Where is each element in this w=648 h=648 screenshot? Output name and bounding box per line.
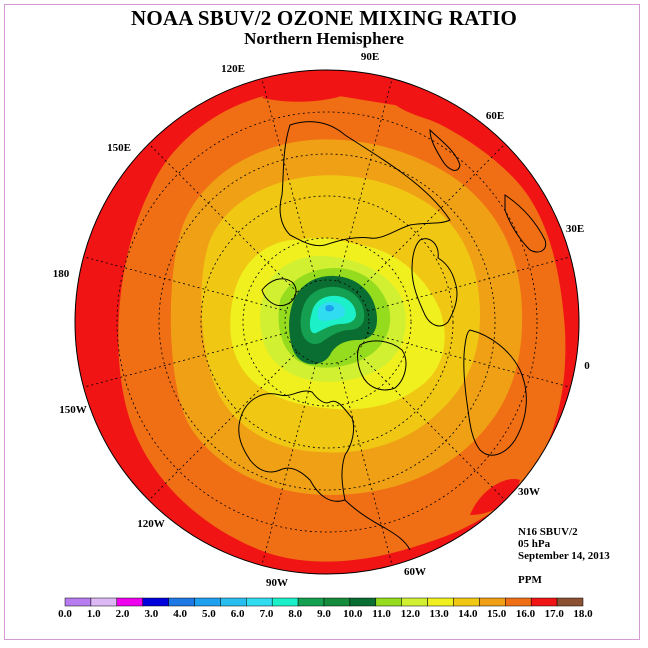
europe-coast — [411, 238, 458, 327]
colorbar-swatch — [323, 597, 351, 607]
central-america-coast — [344, 499, 411, 551]
figure-subtitle: Northern Hemisphere — [244, 29, 404, 48]
meridian-line — [261, 362, 317, 566]
greenland-coast — [357, 340, 407, 391]
latitude-50-circle — [158, 153, 496, 491]
meridian-line — [356, 143, 506, 293]
india-coast — [429, 128, 461, 171]
colorbar-tick-label: 8.0 — [288, 608, 303, 620]
meridian-line — [83, 332, 287, 388]
lon-label-0: 0 — [584, 360, 590, 372]
lon-label-180: 180 — [52, 268, 70, 280]
meridian-line — [367, 332, 571, 388]
colorbar-swatch — [168, 597, 195, 607]
figure-title: NOAA SBUV/2 OZONE MIXING RATIO — [131, 6, 517, 30]
north-america-coast — [238, 390, 355, 502]
meridian-line — [83, 256, 287, 312]
africa-coast — [463, 329, 527, 456]
colorbar-tick-label: 15.0 — [487, 608, 507, 620]
coastlines — [238, 121, 547, 551]
colorbar-swatch — [194, 597, 221, 607]
date-label: September 14, 2013 — [518, 550, 610, 562]
colorbar-tick-label: 18.0 — [573, 608, 593, 620]
graticule — [83, 78, 571, 566]
meridian-line — [367, 256, 571, 312]
lon-label-150w: 150W — [59, 404, 87, 416]
contour-top-patch — [262, 81, 355, 102]
lon-label-90e: 90E — [360, 51, 380, 63]
colorbar-tick-label: 0.0 — [58, 608, 72, 620]
colorbar-swatch — [271, 597, 299, 607]
colorbar-tick-label: 14.0 — [458, 608, 478, 620]
latitude-40-circle — [116, 111, 538, 533]
colorbar-swatch — [64, 597, 92, 607]
colorbar-tick-label: 6.0 — [230, 608, 245, 620]
lon-label-30w: 30W — [518, 486, 540, 498]
contour-southeast-patch — [470, 479, 520, 515]
colorbar-swatch — [453, 597, 480, 607]
siberia-coast — [261, 278, 297, 307]
latitude-80-circle — [284, 279, 370, 365]
lon-label-90w: 90W — [266, 577, 288, 589]
colorbar-swatch — [401, 597, 428, 607]
contour-6-7 — [318, 301, 346, 321]
asia-coast — [279, 121, 451, 247]
latitude-70-circle — [242, 237, 412, 407]
lon-label-120e: 120E — [221, 63, 245, 75]
colorbar-tick-label: 2.0 — [115, 608, 130, 620]
latitude-60-circle — [200, 195, 454, 449]
lon-label-30e: 30E — [565, 223, 585, 235]
colorbar-swatch — [220, 597, 247, 607]
colorbar-swatch — [479, 597, 506, 607]
colorbar-swatch — [90, 597, 118, 607]
globe-boundary — [74, 69, 580, 575]
lon-label-120w: 120W — [137, 518, 165, 530]
lon-label-60w: 60W — [404, 566, 426, 578]
colorbar-tick-label: 7.0 — [259, 608, 274, 620]
colorbar-swatch — [530, 597, 558, 607]
colorbar-swatch — [116, 597, 143, 607]
colorbar-tick-label: 16.0 — [515, 608, 536, 620]
instrument-label: N16 SBUV/2 — [518, 526, 578, 538]
colorbar-tick-label: 4.0 — [173, 608, 187, 620]
colorbar-swatch — [427, 597, 454, 607]
meridian-line — [148, 143, 298, 293]
figure-frame — [4, 4, 640, 640]
contour-5-6 — [325, 304, 334, 312]
colorbar-swatch — [246, 597, 273, 607]
meridian-line — [337, 78, 393, 282]
colorbar-tick-label: 11.0 — [372, 608, 391, 620]
meridian-line — [261, 78, 317, 282]
colorbar-tick-label: 5.0 — [202, 608, 216, 620]
colorbar-swatch — [556, 597, 584, 607]
colorbar — [64, 597, 584, 607]
meridian-line — [337, 362, 393, 566]
lon-label-60e: 60E — [485, 110, 505, 122]
meridian-line — [148, 351, 298, 501]
colorbar-tick-label: 17.0 — [544, 608, 564, 620]
meridian-lines — [83, 78, 571, 566]
colorbar-tick-label: 10.0 — [343, 608, 363, 620]
colorbar-tick-label: 13.0 — [429, 608, 449, 620]
colorbar-swatch — [505, 597, 532, 607]
colorbar-tick-label: 9.0 — [317, 608, 331, 620]
colorbar-swatch — [349, 597, 377, 607]
pressure-level-label: 05 hPa — [518, 538, 551, 550]
colorbar-swatch — [142, 597, 169, 607]
meridian-line — [356, 351, 506, 501]
colorbar-tick-label: 1.0 — [86, 608, 101, 620]
colorbar-swatch — [297, 597, 325, 607]
units-label: PPM — [518, 574, 542, 586]
colorbar-tick-label: 12.0 — [400, 608, 420, 620]
arabia-coast — [504, 194, 547, 253]
lon-label-150e: 150E — [107, 142, 131, 154]
colorbar-tick-label: 3.0 — [144, 608, 159, 620]
colorbar-swatch — [375, 597, 402, 607]
